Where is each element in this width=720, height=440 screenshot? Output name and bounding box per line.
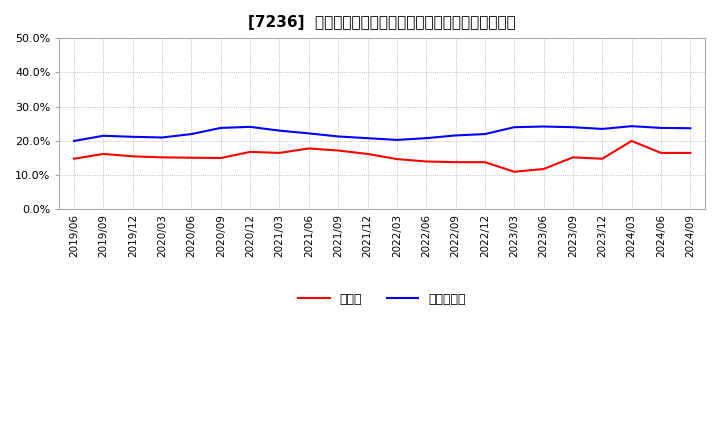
有利子負債 bbox=[275, 128, 284, 133]
現預金 bbox=[392, 157, 401, 162]
有利子負債 bbox=[334, 134, 343, 139]
現預金 bbox=[539, 166, 548, 172]
現預金 bbox=[657, 150, 665, 156]
現預金 bbox=[334, 148, 343, 153]
現預金 bbox=[246, 149, 254, 154]
Line: 現預金: 現預金 bbox=[74, 141, 690, 172]
有利子負債 bbox=[598, 126, 607, 132]
現預金 bbox=[627, 138, 636, 143]
現預金 bbox=[510, 169, 518, 174]
有利子負債 bbox=[217, 125, 225, 131]
現預金 bbox=[187, 155, 196, 160]
現預金 bbox=[686, 150, 695, 156]
現預金 bbox=[158, 155, 166, 160]
Line: 有利子負債: 有利子負債 bbox=[74, 126, 690, 141]
現預金 bbox=[451, 160, 460, 165]
有利子負債 bbox=[569, 125, 577, 130]
現預金 bbox=[569, 155, 577, 160]
Legend: 現預金, 有利子負債: 現預金, 有利子負債 bbox=[294, 288, 471, 311]
有利子負債 bbox=[187, 132, 196, 137]
有利子負債 bbox=[305, 131, 313, 136]
有利子負債 bbox=[99, 133, 108, 139]
現預金 bbox=[305, 146, 313, 151]
現預金 bbox=[480, 160, 489, 165]
有利子負債 bbox=[158, 135, 166, 140]
現預金 bbox=[70, 156, 78, 161]
有利子負債 bbox=[451, 133, 460, 138]
有利子負債 bbox=[128, 134, 137, 139]
有利子負債 bbox=[363, 136, 372, 141]
現預金 bbox=[275, 150, 284, 156]
Title: [7236]  現預金、有利子負債の総資産に対する比率の推移: [7236] 現預金、有利子負債の総資産に対する比率の推移 bbox=[248, 15, 516, 30]
有利子負債 bbox=[686, 125, 695, 131]
有利子負債 bbox=[657, 125, 665, 131]
有利子負債 bbox=[480, 132, 489, 137]
現預金 bbox=[217, 155, 225, 161]
有利子負債 bbox=[70, 138, 78, 143]
現預金 bbox=[363, 151, 372, 157]
現預金 bbox=[422, 159, 431, 164]
現預金 bbox=[99, 151, 108, 157]
有利子負債 bbox=[246, 124, 254, 129]
有利子負債 bbox=[627, 124, 636, 129]
有利子負債 bbox=[539, 124, 548, 129]
現預金 bbox=[128, 154, 137, 159]
有利子負債 bbox=[422, 136, 431, 141]
現預金 bbox=[598, 156, 607, 161]
有利子負債 bbox=[392, 137, 401, 143]
有利子負債 bbox=[510, 125, 518, 130]
